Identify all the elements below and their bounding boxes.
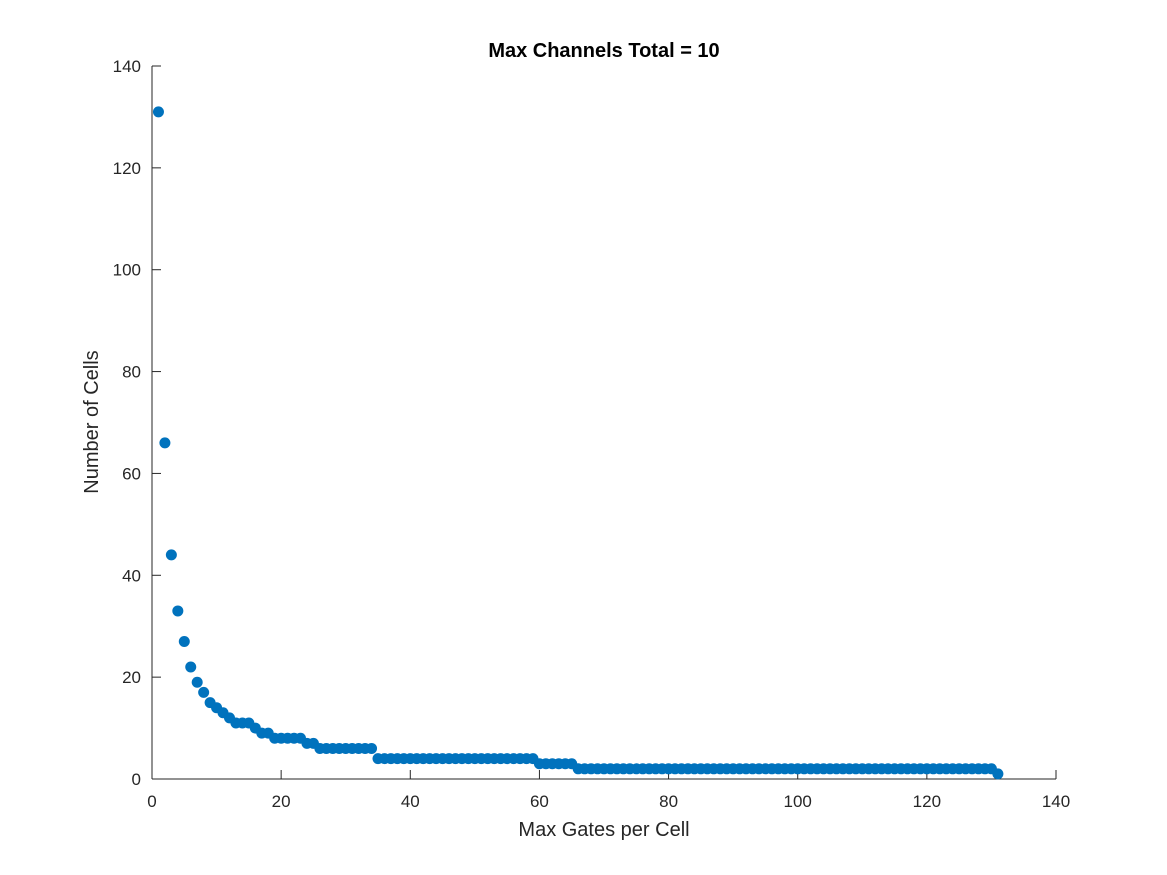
data-point	[185, 661, 197, 673]
data-point	[191, 676, 203, 688]
x-ticks: 0 20 40 60 80 100 120 140	[147, 770, 1070, 811]
data-point	[366, 742, 378, 754]
y-tick-label: 20	[122, 668, 141, 687]
x-axis-label: Max Gates per Cell	[518, 819, 689, 841]
x-tick-label: 40	[401, 792, 420, 811]
x-tick-label: 120	[913, 792, 941, 811]
data-point	[992, 768, 1004, 780]
chart-title: Max Channels Total = 10	[488, 40, 719, 62]
data-points	[152, 106, 1004, 780]
y-tick-label: 60	[122, 464, 141, 483]
x-tick-label: 0	[147, 792, 156, 811]
y-tick-label: 140	[113, 57, 141, 76]
y-tick-label: 0	[132, 770, 141, 789]
x-tick-label: 20	[272, 792, 291, 811]
x-tick-label: 80	[659, 792, 678, 811]
y-axis-label: Number of Cells	[81, 350, 103, 493]
x-tick-label: 140	[1042, 792, 1070, 811]
data-point	[159, 437, 171, 449]
y-tick-label: 40	[122, 566, 141, 585]
y-tick-label: 80	[122, 363, 141, 382]
data-point	[172, 605, 184, 617]
data-point	[165, 549, 177, 561]
y-tick-label: 120	[113, 159, 141, 178]
data-point	[152, 106, 164, 118]
data-point	[178, 635, 190, 647]
y-tick-label: 100	[113, 261, 141, 280]
axes	[151, 66, 1056, 780]
x-tick-label: 60	[530, 792, 549, 811]
data-point	[198, 686, 210, 698]
y-ticks: 0 20 40 60 80 100 120 140	[113, 57, 161, 789]
x-tick-label: 100	[784, 792, 812, 811]
